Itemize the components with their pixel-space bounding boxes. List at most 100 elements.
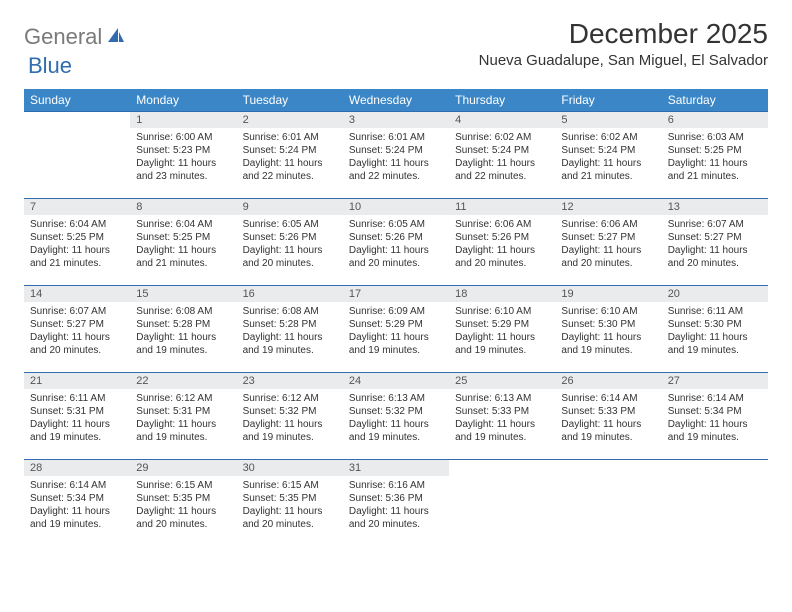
calendar-day-cell: 29Sunrise: 6:15 AMSunset: 5:35 PMDayligh…	[130, 460, 236, 547]
sunrise-text: Sunrise: 6:10 AM	[455, 305, 549, 318]
day-content: Sunrise: 6:11 AMSunset: 5:31 PMDaylight:…	[24, 389, 130, 448]
day-number: 3	[343, 112, 449, 128]
day-content: Sunrise: 6:05 AMSunset: 5:26 PMDaylight:…	[343, 215, 449, 274]
daylight-text: Daylight: 11 hours and 20 minutes.	[668, 244, 762, 270]
calendar-day-cell: 26Sunrise: 6:14 AMSunset: 5:33 PMDayligh…	[555, 373, 661, 460]
day-content: Sunrise: 6:14 AMSunset: 5:33 PMDaylight:…	[555, 389, 661, 448]
daylight-text: Daylight: 11 hours and 19 minutes.	[243, 331, 337, 357]
daylight-text: Daylight: 11 hours and 19 minutes.	[136, 418, 230, 444]
daylight-text: Daylight: 11 hours and 19 minutes.	[455, 331, 549, 357]
day-content: Sunrise: 6:07 AMSunset: 5:27 PMDaylight:…	[662, 215, 768, 274]
calendar-day-cell: 16Sunrise: 6:08 AMSunset: 5:28 PMDayligh…	[237, 286, 343, 373]
day-number: 25	[449, 373, 555, 389]
calendar-week-row: 21Sunrise: 6:11 AMSunset: 5:31 PMDayligh…	[24, 373, 768, 460]
calendar-day-cell: 3Sunrise: 6:01 AMSunset: 5:24 PMDaylight…	[343, 112, 449, 199]
sunrise-text: Sunrise: 6:02 AM	[455, 131, 549, 144]
day-content: Sunrise: 6:14 AMSunset: 5:34 PMDaylight:…	[662, 389, 768, 448]
calendar-day-cell	[24, 112, 130, 199]
sunset-text: Sunset: 5:25 PM	[30, 231, 124, 244]
day-content: Sunrise: 6:02 AMSunset: 5:24 PMDaylight:…	[555, 128, 661, 187]
day-number: 27	[662, 373, 768, 389]
sunrise-text: Sunrise: 6:04 AM	[30, 218, 124, 231]
day-content: Sunrise: 6:04 AMSunset: 5:25 PMDaylight:…	[24, 215, 130, 274]
sunset-text: Sunset: 5:31 PM	[30, 405, 124, 418]
calendar-day-cell: 21Sunrise: 6:11 AMSunset: 5:31 PMDayligh…	[24, 373, 130, 460]
calendar-day-cell: 9Sunrise: 6:05 AMSunset: 5:26 PMDaylight…	[237, 199, 343, 286]
sunrise-text: Sunrise: 6:10 AM	[561, 305, 655, 318]
day-number: 18	[449, 286, 555, 302]
calendar-day-cell: 2Sunrise: 6:01 AMSunset: 5:24 PMDaylight…	[237, 112, 343, 199]
day-content: Sunrise: 6:08 AMSunset: 5:28 PMDaylight:…	[130, 302, 236, 361]
weekday-header: Friday	[555, 89, 661, 112]
day-number: 22	[130, 373, 236, 389]
day-content: Sunrise: 6:06 AMSunset: 5:26 PMDaylight:…	[449, 215, 555, 274]
calendar-day-cell: 12Sunrise: 6:06 AMSunset: 5:27 PMDayligh…	[555, 199, 661, 286]
daylight-text: Daylight: 11 hours and 21 minutes.	[668, 157, 762, 183]
day-number: 24	[343, 373, 449, 389]
sunset-text: Sunset: 5:30 PM	[561, 318, 655, 331]
calendar-day-cell: 20Sunrise: 6:11 AMSunset: 5:30 PMDayligh…	[662, 286, 768, 373]
day-number: 29	[130, 460, 236, 476]
sunrise-text: Sunrise: 6:03 AM	[668, 131, 762, 144]
sunrise-text: Sunrise: 6:16 AM	[349, 479, 443, 492]
sunrise-text: Sunrise: 6:01 AM	[349, 131, 443, 144]
sunset-text: Sunset: 5:27 PM	[30, 318, 124, 331]
daylight-text: Daylight: 11 hours and 21 minutes.	[561, 157, 655, 183]
sunrise-text: Sunrise: 6:02 AM	[561, 131, 655, 144]
calendar-day-cell: 25Sunrise: 6:13 AMSunset: 5:33 PMDayligh…	[449, 373, 555, 460]
day-number: 13	[662, 199, 768, 215]
day-content: Sunrise: 6:12 AMSunset: 5:31 PMDaylight:…	[130, 389, 236, 448]
sunset-text: Sunset: 5:24 PM	[243, 144, 337, 157]
day-number: 26	[555, 373, 661, 389]
sunset-text: Sunset: 5:35 PM	[243, 492, 337, 505]
sunrise-text: Sunrise: 6:01 AM	[243, 131, 337, 144]
sunrise-text: Sunrise: 6:11 AM	[668, 305, 762, 318]
calendar-day-cell: 17Sunrise: 6:09 AMSunset: 5:29 PMDayligh…	[343, 286, 449, 373]
calendar-day-cell: 6Sunrise: 6:03 AMSunset: 5:25 PMDaylight…	[662, 112, 768, 199]
daylight-text: Daylight: 11 hours and 20 minutes.	[243, 244, 337, 270]
calendar-week-row: 14Sunrise: 6:07 AMSunset: 5:27 PMDayligh…	[24, 286, 768, 373]
calendar-day-cell: 28Sunrise: 6:14 AMSunset: 5:34 PMDayligh…	[24, 460, 130, 547]
day-content: Sunrise: 6:12 AMSunset: 5:32 PMDaylight:…	[237, 389, 343, 448]
weekday-header: Thursday	[449, 89, 555, 112]
sunrise-text: Sunrise: 6:05 AM	[349, 218, 443, 231]
calendar-week-row: 7Sunrise: 6:04 AMSunset: 5:25 PMDaylight…	[24, 199, 768, 286]
day-number: 20	[662, 286, 768, 302]
sunset-text: Sunset: 5:28 PM	[136, 318, 230, 331]
day-number	[24, 112, 130, 128]
calendar-week-row: 1Sunrise: 6:00 AMSunset: 5:23 PMDaylight…	[24, 112, 768, 199]
sunset-text: Sunset: 5:26 PM	[349, 231, 443, 244]
calendar-day-cell: 30Sunrise: 6:15 AMSunset: 5:35 PMDayligh…	[237, 460, 343, 547]
calendar-day-cell: 23Sunrise: 6:12 AMSunset: 5:32 PMDayligh…	[237, 373, 343, 460]
day-content: Sunrise: 6:06 AMSunset: 5:27 PMDaylight:…	[555, 215, 661, 274]
sunset-text: Sunset: 5:34 PM	[30, 492, 124, 505]
sunrise-text: Sunrise: 6:13 AM	[455, 392, 549, 405]
daylight-text: Daylight: 11 hours and 20 minutes.	[349, 244, 443, 270]
day-number: 2	[237, 112, 343, 128]
calendar-day-cell: 19Sunrise: 6:10 AMSunset: 5:30 PMDayligh…	[555, 286, 661, 373]
daylight-text: Daylight: 11 hours and 19 minutes.	[561, 418, 655, 444]
sunrise-text: Sunrise: 6:12 AM	[136, 392, 230, 405]
day-number: 1	[130, 112, 236, 128]
sunset-text: Sunset: 5:26 PM	[455, 231, 549, 244]
day-content: Sunrise: 6:13 AMSunset: 5:33 PMDaylight:…	[449, 389, 555, 448]
day-number: 12	[555, 199, 661, 215]
weekday-header: Sunday	[24, 89, 130, 112]
calendar-day-cell	[662, 460, 768, 547]
day-content: Sunrise: 6:01 AMSunset: 5:24 PMDaylight:…	[343, 128, 449, 187]
logo-text-gray: General	[24, 24, 102, 50]
sunset-text: Sunset: 5:35 PM	[136, 492, 230, 505]
day-number	[449, 460, 555, 476]
day-content: Sunrise: 6:15 AMSunset: 5:35 PMDaylight:…	[237, 476, 343, 535]
sunrise-text: Sunrise: 6:07 AM	[668, 218, 762, 231]
calendar-day-cell: 27Sunrise: 6:14 AMSunset: 5:34 PMDayligh…	[662, 373, 768, 460]
month-title: December 2025	[479, 18, 768, 50]
calendar-day-cell: 8Sunrise: 6:04 AMSunset: 5:25 PMDaylight…	[130, 199, 236, 286]
day-number: 11	[449, 199, 555, 215]
calendar-day-cell: 18Sunrise: 6:10 AMSunset: 5:29 PMDayligh…	[449, 286, 555, 373]
weekday-header: Monday	[130, 89, 236, 112]
day-number: 31	[343, 460, 449, 476]
sunset-text: Sunset: 5:31 PM	[136, 405, 230, 418]
calendar-page: General December 2025 Nueva Guadalupe, S…	[0, 0, 792, 547]
day-content: Sunrise: 6:14 AMSunset: 5:34 PMDaylight:…	[24, 476, 130, 535]
